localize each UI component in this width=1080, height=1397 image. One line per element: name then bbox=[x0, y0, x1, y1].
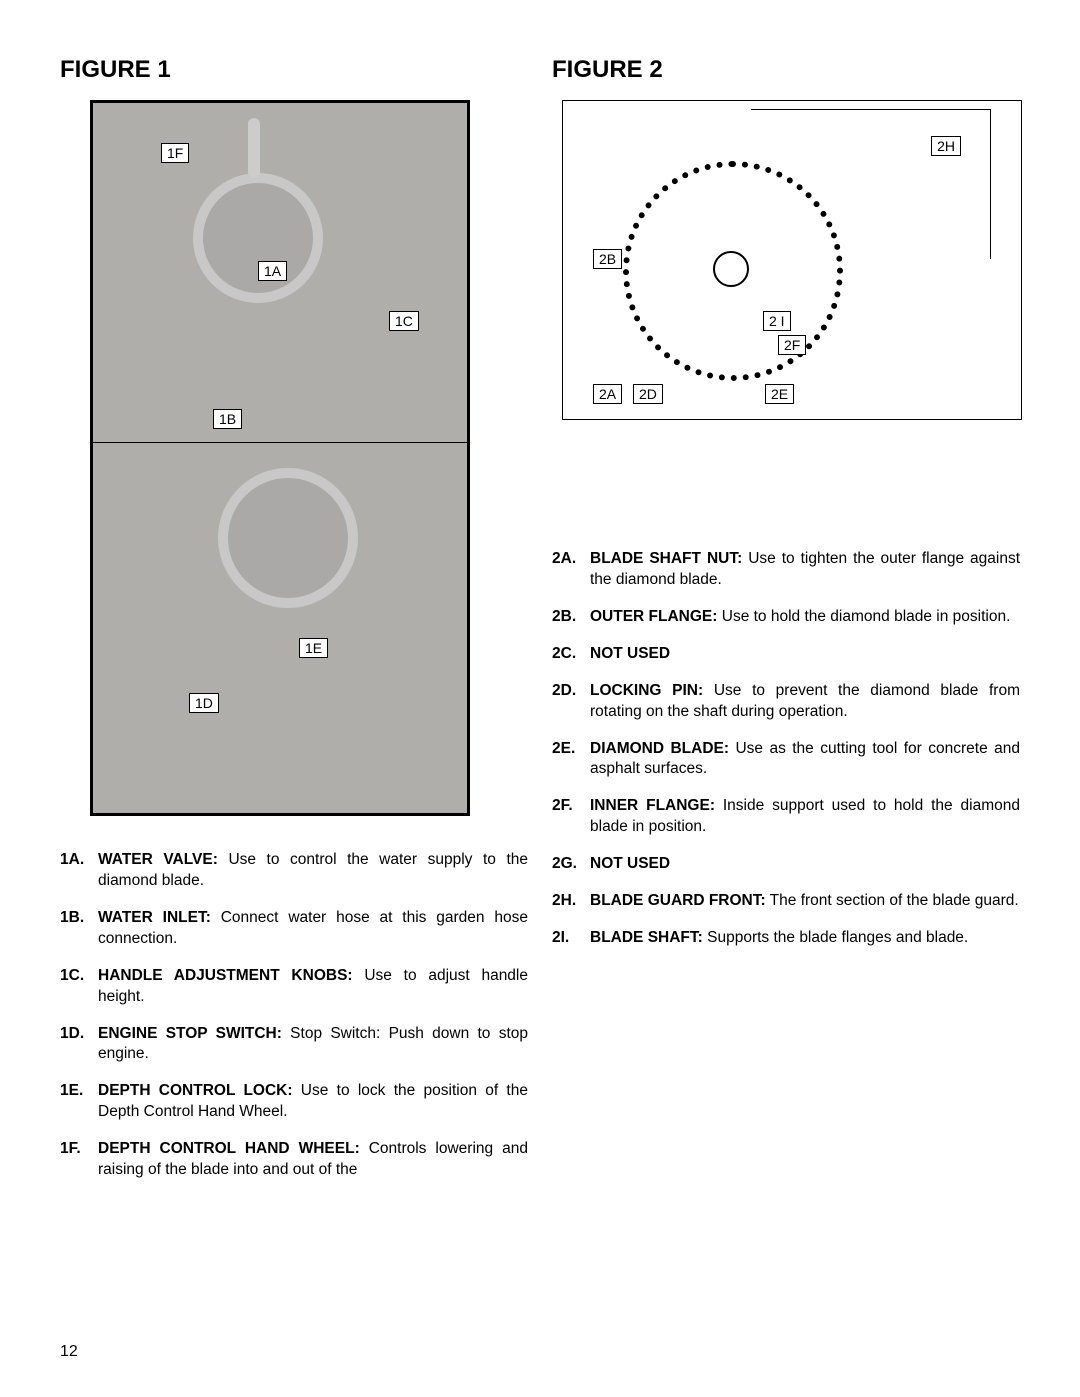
figure-1-heading: FIGURE 1 bbox=[60, 56, 528, 84]
item-term: DEPTH CONTROL LOCK: bbox=[98, 1082, 293, 1099]
figure-1-frame: 1F 1A 1C 1B 1E 1D bbox=[90, 100, 470, 816]
item-id: 2A. bbox=[552, 549, 590, 591]
two-column-layout: FIGURE 1 1F 1A 1C 1B 1E 1D 1A. WATER VAL… bbox=[60, 56, 1020, 1197]
callout-2e: 2E bbox=[765, 384, 794, 404]
item-id: 1B. bbox=[60, 908, 98, 950]
item-term: LOCKING PIN: bbox=[590, 682, 703, 699]
callout-1d: 1D bbox=[189, 693, 219, 713]
list-item: 1A. WATER VALVE: Use to control the wate… bbox=[60, 850, 528, 892]
figure-2-frame: 2H 2B 2 I 2F 2A 2D 2E bbox=[562, 100, 1022, 420]
callout-1e: 1E bbox=[299, 638, 328, 658]
figure-1-top-photo: 1F 1A 1C 1B bbox=[93, 103, 467, 443]
page-number: 12 bbox=[60, 1343, 78, 1361]
item-id: 2H. bbox=[552, 891, 590, 912]
callout-1a: 1A bbox=[258, 261, 287, 281]
item-id: 1D. bbox=[60, 1024, 98, 1066]
figure-1-bottom-photo: 1E 1D bbox=[93, 443, 467, 813]
item-id: 2D. bbox=[552, 681, 590, 723]
item-term: BLADE GUARD FRONT: bbox=[590, 892, 766, 909]
item-id: 2F. bbox=[552, 796, 590, 838]
item-id: 2E. bbox=[552, 739, 590, 781]
item-id: 1F. bbox=[60, 1139, 98, 1181]
item-term: HANDLE ADJUSTMENT KNOBS: bbox=[98, 967, 353, 984]
item-id: 2I. bbox=[552, 928, 590, 949]
right-column: FIGURE 2 2H 2B 2 I 2F 2A 2D 2E 2A. BLADE… bbox=[552, 56, 1020, 1197]
item-term: WATER VALVE: bbox=[98, 851, 218, 868]
left-column: FIGURE 1 1F 1A 1C 1B 1E 1D 1A. WATER VAL… bbox=[60, 56, 528, 1197]
callout-2a: 2A bbox=[593, 384, 622, 404]
item-term: NOT USED bbox=[590, 645, 670, 662]
list-item: 2F. INNER FLANGE: Inside support used to… bbox=[552, 796, 1020, 838]
item-term: OUTER FLANGE: bbox=[590, 608, 717, 625]
item-text: The front section of the blade guard. bbox=[766, 892, 1019, 909]
callout-2d: 2D bbox=[633, 384, 663, 404]
item-text: Supports the blade flanges and blade. bbox=[703, 929, 968, 946]
list-item: 2C. NOT USED bbox=[552, 644, 1020, 665]
item-term: BLADE SHAFT: bbox=[590, 929, 703, 946]
list-item: 2H. BLADE GUARD FRONT: The front section… bbox=[552, 891, 1020, 912]
item-term: NOT USED bbox=[590, 855, 670, 872]
list-item: 2B. OUTER FLANGE: Use to hold the diamon… bbox=[552, 607, 1020, 628]
item-text: Use to hold the diamond blade in positio… bbox=[717, 608, 1010, 625]
callout-2i: 2 I bbox=[763, 311, 791, 331]
item-term: INNER FLANGE: bbox=[590, 797, 715, 814]
item-term: DIAMOND BLADE: bbox=[590, 740, 729, 757]
item-id: 1A. bbox=[60, 850, 98, 892]
callout-2b: 2B bbox=[593, 249, 622, 269]
list-item: 2I. BLADE SHAFT: Supports the blade flan… bbox=[552, 928, 1020, 949]
list-item: 1F. DEPTH CONTROL HAND WHEEL: Controls l… bbox=[60, 1139, 528, 1181]
item-id: 1C. bbox=[60, 966, 98, 1008]
list-item: 1B. WATER INLET: Connect water hose at t… bbox=[60, 908, 528, 950]
item-term: BLADE SHAFT NUT: bbox=[590, 550, 742, 567]
callout-2h: 2H bbox=[931, 136, 961, 156]
figure-1-description-list: 1A. WATER VALVE: Use to control the wate… bbox=[60, 850, 528, 1181]
callout-1c: 1C bbox=[389, 311, 419, 331]
figure-2-description-list: 2A. BLADE SHAFT NUT: Use to tighten the … bbox=[552, 549, 1020, 949]
list-item: 2A. BLADE SHAFT NUT: Use to tighten the … bbox=[552, 549, 1020, 591]
item-term: ENGINE STOP SWITCH: bbox=[98, 1025, 282, 1042]
item-term: DEPTH CONTROL HAND WHEEL: bbox=[98, 1140, 360, 1157]
list-item: 2E. DIAMOND BLADE: Use as the cutting to… bbox=[552, 739, 1020, 781]
list-item: 1C. HANDLE ADJUSTMENT KNOBS: Use to adju… bbox=[60, 966, 528, 1008]
callout-2f: 2F bbox=[778, 335, 806, 355]
list-item: 1D. ENGINE STOP SWITCH: Stop Switch: Pus… bbox=[60, 1024, 528, 1066]
item-id: 2C. bbox=[552, 644, 590, 665]
list-item: 2D. LOCKING PIN: Use to prevent the diam… bbox=[552, 681, 1020, 723]
item-id: 2G. bbox=[552, 854, 590, 875]
callout-1b: 1B bbox=[213, 409, 242, 429]
callout-1f: 1F bbox=[161, 143, 189, 163]
figure-2-heading: FIGURE 2 bbox=[552, 56, 1020, 84]
item-term: WATER INLET: bbox=[98, 909, 211, 926]
list-item: 1E. DEPTH CONTROL LOCK: Use to lock the … bbox=[60, 1081, 528, 1123]
item-id: 2B. bbox=[552, 607, 590, 628]
list-item: 2G. NOT USED bbox=[552, 854, 1020, 875]
item-id: 1E. bbox=[60, 1081, 98, 1123]
